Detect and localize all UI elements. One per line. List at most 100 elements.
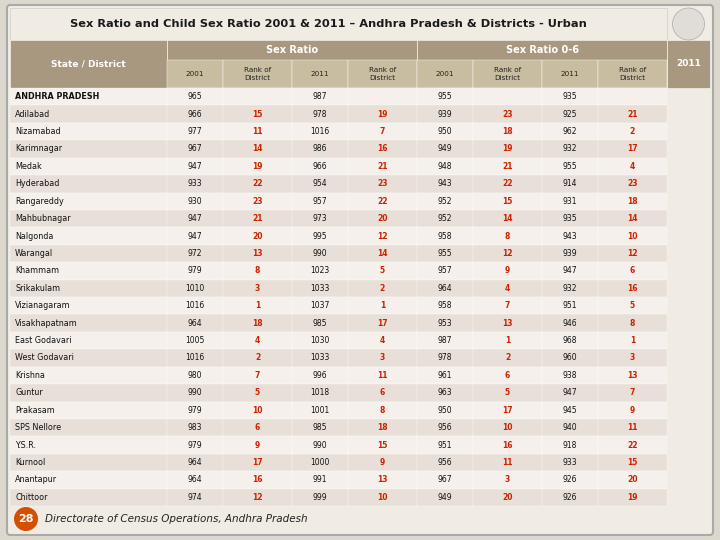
Bar <box>417 367 473 384</box>
Text: 973: 973 <box>312 214 328 223</box>
Circle shape <box>672 8 704 40</box>
Text: 2: 2 <box>380 284 385 293</box>
Text: 958: 958 <box>438 232 452 240</box>
Text: 21: 21 <box>627 110 638 119</box>
Bar <box>473 489 542 506</box>
Bar <box>348 192 417 210</box>
Text: 22: 22 <box>377 197 388 206</box>
Bar <box>348 60 417 88</box>
Text: 3: 3 <box>255 284 260 293</box>
Bar <box>167 227 223 245</box>
Text: 956: 956 <box>438 423 452 432</box>
Bar <box>473 140 542 158</box>
Text: 20: 20 <box>377 214 388 223</box>
Text: 14: 14 <box>252 145 263 153</box>
Text: 8: 8 <box>505 232 510 240</box>
Text: 950: 950 <box>438 127 452 136</box>
Text: Adilabad: Adilabad <box>15 110 50 119</box>
Text: 21: 21 <box>252 214 263 223</box>
Text: Sex Ratio: Sex Ratio <box>266 45 318 55</box>
Bar <box>167 471 223 489</box>
Bar <box>542 280 598 297</box>
Text: 955: 955 <box>438 92 452 101</box>
Text: Sex Ratio 0-6: Sex Ratio 0-6 <box>505 45 578 55</box>
Text: 12: 12 <box>377 232 388 240</box>
Bar <box>598 471 667 489</box>
Bar <box>348 105 417 123</box>
Text: 983: 983 <box>188 423 202 432</box>
Text: 12: 12 <box>252 493 263 502</box>
Bar <box>167 105 223 123</box>
Bar <box>473 192 542 210</box>
Bar <box>167 123 223 140</box>
Bar <box>598 158 667 175</box>
Text: 21: 21 <box>377 162 388 171</box>
Text: 1: 1 <box>505 336 510 345</box>
Text: 17: 17 <box>252 458 263 467</box>
Bar <box>10 297 167 314</box>
Bar <box>598 262 667 280</box>
Bar <box>417 175 473 192</box>
Bar <box>417 123 473 140</box>
Text: 16: 16 <box>377 145 388 153</box>
Bar <box>598 227 667 245</box>
Text: 966: 966 <box>312 162 328 171</box>
Text: 18: 18 <box>252 319 263 328</box>
Bar <box>473 262 542 280</box>
Bar <box>417 192 473 210</box>
Bar <box>473 419 542 436</box>
Text: 15: 15 <box>252 110 263 119</box>
Bar <box>473 123 542 140</box>
Text: 9: 9 <box>255 441 260 449</box>
Text: 23: 23 <box>377 179 388 188</box>
Text: 2: 2 <box>255 354 260 362</box>
Bar <box>473 471 542 489</box>
Bar <box>10 384 167 402</box>
Bar <box>598 88 667 105</box>
Bar <box>167 349 223 367</box>
Bar <box>10 8 667 40</box>
Bar <box>417 419 473 436</box>
Bar <box>223 280 292 297</box>
Text: 979: 979 <box>188 406 202 415</box>
Bar <box>10 158 167 175</box>
Text: 966: 966 <box>188 110 202 119</box>
Text: 1033: 1033 <box>310 354 330 362</box>
Bar <box>473 384 542 402</box>
Text: 965: 965 <box>188 92 202 101</box>
Text: East Godavari: East Godavari <box>15 336 71 345</box>
Bar <box>223 402 292 419</box>
Bar <box>598 280 667 297</box>
Text: 3: 3 <box>505 475 510 484</box>
Bar <box>473 158 542 175</box>
Text: Vizianagaram: Vizianagaram <box>15 301 71 310</box>
Bar <box>167 419 223 436</box>
Bar <box>598 175 667 192</box>
Text: Srikakulam: Srikakulam <box>15 284 60 293</box>
Text: 17: 17 <box>502 406 513 415</box>
Bar <box>223 175 292 192</box>
Bar <box>473 314 542 332</box>
Text: 930: 930 <box>188 197 202 206</box>
Text: 964: 964 <box>188 458 202 467</box>
Bar <box>10 332 167 349</box>
Bar <box>167 367 223 384</box>
Text: 11: 11 <box>252 127 263 136</box>
Text: 939: 939 <box>438 110 452 119</box>
Bar <box>167 489 223 506</box>
Bar <box>292 262 348 280</box>
Text: 8: 8 <box>255 266 260 275</box>
Bar <box>598 436 667 454</box>
Text: 5: 5 <box>255 388 260 397</box>
Text: Anantapur: Anantapur <box>15 475 57 484</box>
Text: 3: 3 <box>380 354 385 362</box>
Bar <box>10 489 167 506</box>
Text: 949: 949 <box>438 493 452 502</box>
Bar <box>167 314 223 332</box>
Bar <box>223 245 292 262</box>
Bar <box>598 297 667 314</box>
Bar <box>417 140 473 158</box>
Bar <box>10 40 167 88</box>
Bar <box>223 60 292 88</box>
Text: 948: 948 <box>438 162 452 171</box>
